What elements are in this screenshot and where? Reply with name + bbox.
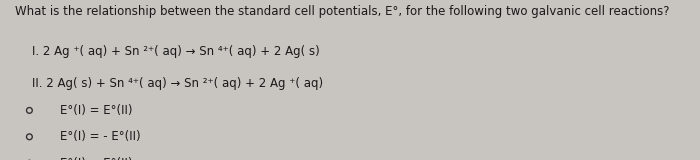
Text: What is the relationship between the standard cell potentials, E°, for the follo: What is the relationship between the sta… <box>15 5 670 18</box>
Text: E°(I) = E°(II): E°(I) = E°(II) <box>60 157 132 160</box>
Text: E°(I) = E°(II): E°(I) = E°(II) <box>60 104 132 117</box>
Text: I. 2 Ag ⁺( aq) + Sn ²⁺( aq) → Sn ⁴⁺( aq) + 2 Ag( s): I. 2 Ag ⁺( aq) + Sn ²⁺( aq) → Sn ⁴⁺( aq)… <box>32 45 319 58</box>
Text: II. 2 Ag( s) + Sn ⁴⁺( aq) → Sn ²⁺( aq) + 2 Ag ⁺( aq): II. 2 Ag( s) + Sn ⁴⁺( aq) → Sn ²⁺( aq) +… <box>32 77 323 90</box>
Text: E°(I) = - E°(II): E°(I) = - E°(II) <box>60 130 140 143</box>
